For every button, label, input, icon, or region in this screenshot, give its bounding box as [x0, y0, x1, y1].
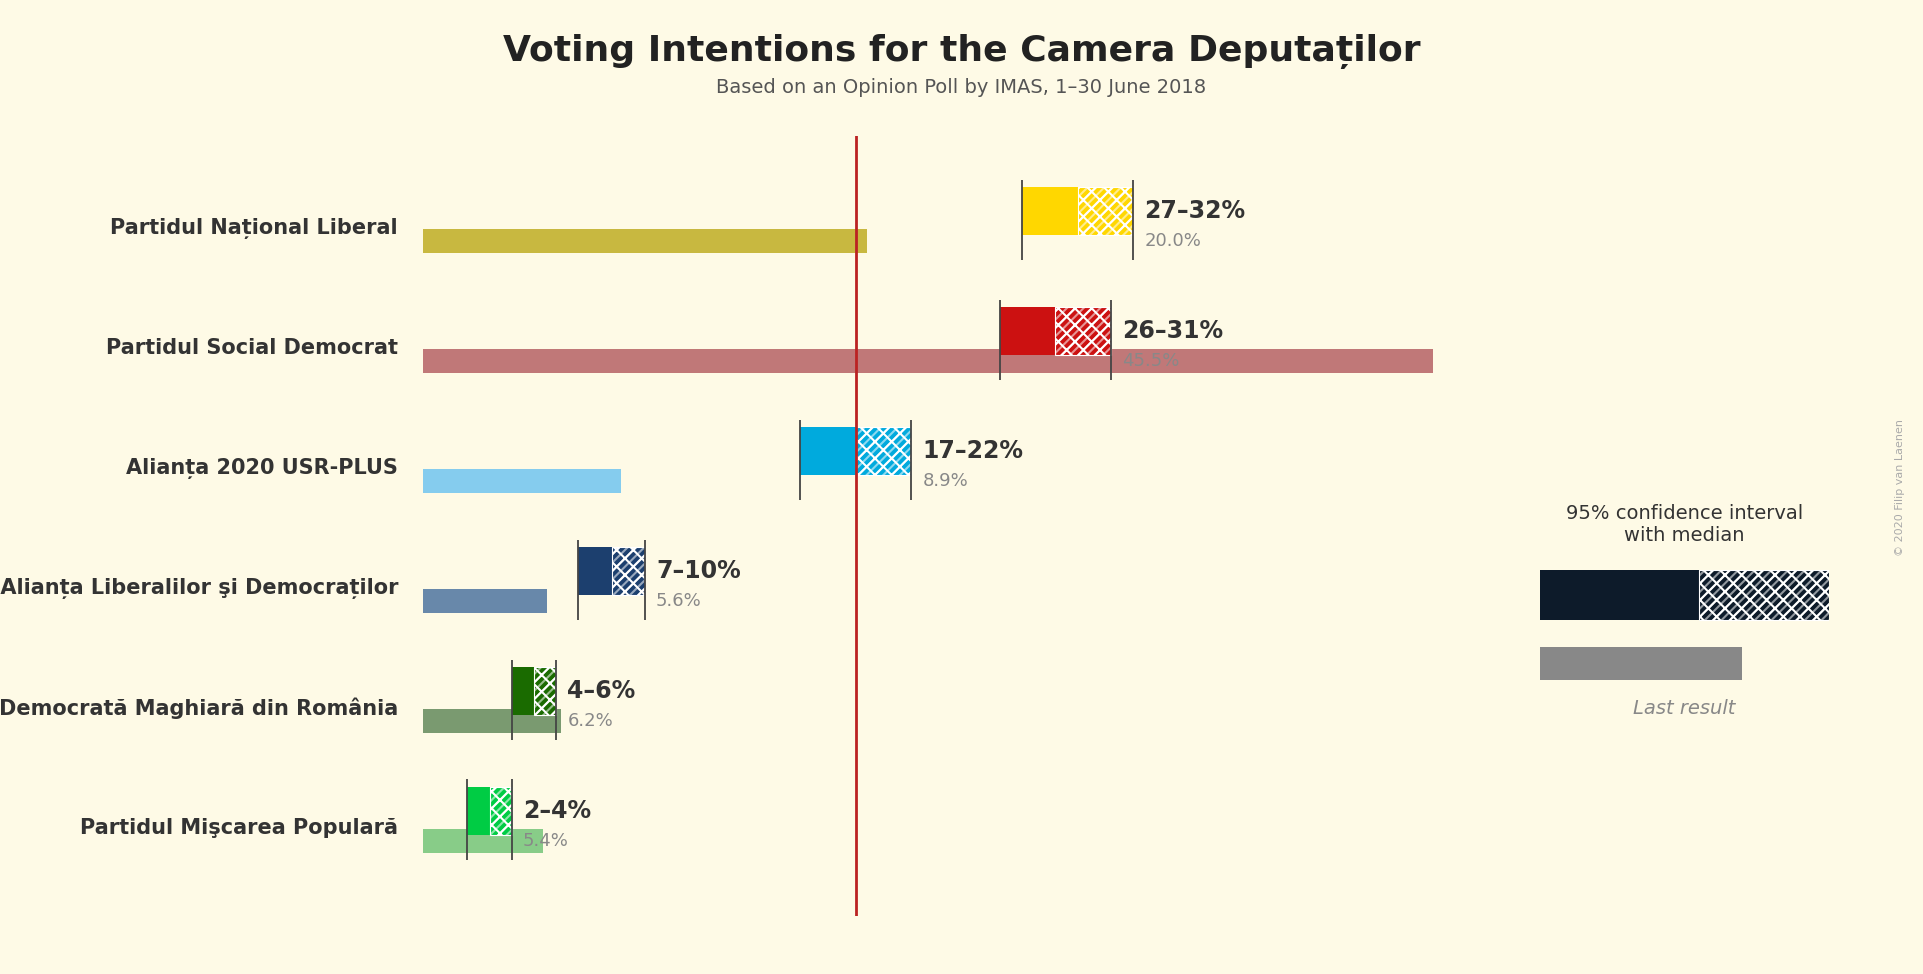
Text: Last result: Last result [1633, 699, 1736, 719]
Text: 26–31%: 26–31% [1121, 319, 1223, 343]
Bar [512, 667, 535, 715]
Bar [800, 427, 856, 475]
Bar [1023, 187, 1077, 236]
Text: 6.2%: 6.2% [567, 712, 613, 730]
Text: © 2020 Filip van Laenen: © 2020 Filip van Laenen [1894, 419, 1906, 555]
Text: 7–10%: 7–10% [656, 559, 740, 582]
Text: 45.5%: 45.5% [1121, 353, 1179, 370]
Bar [535, 667, 556, 715]
Text: 17–22%: 17–22% [923, 439, 1023, 463]
Text: 2–4%: 2–4% [523, 799, 590, 823]
Bar [423, 709, 562, 732]
Bar [1056, 307, 1111, 356]
Bar [423, 349, 1433, 373]
Bar [423, 229, 867, 253]
Bar [856, 427, 912, 475]
Text: Based on an Opinion Poll by IMAS, 1–30 June 2018: Based on an Opinion Poll by IMAS, 1–30 J… [717, 78, 1206, 97]
Bar [423, 469, 621, 493]
Text: 5.4%: 5.4% [523, 832, 569, 849]
Text: 20.0%: 20.0% [1144, 232, 1202, 250]
Bar [1000, 307, 1056, 356]
Text: 8.9%: 8.9% [923, 472, 967, 490]
Bar [490, 787, 512, 835]
Bar [612, 547, 644, 595]
Text: 5.6%: 5.6% [656, 592, 702, 610]
Bar [423, 829, 542, 852]
Bar [1056, 307, 1111, 356]
Bar [579, 547, 612, 595]
Bar [1540, 570, 1700, 620]
Text: Voting Intentions for the Camera Deputaților: Voting Intentions for the Camera Deputaț… [502, 34, 1421, 69]
Bar [423, 589, 548, 613]
Text: 95% confidence interval
with median: 95% confidence interval with median [1565, 505, 1804, 545]
Bar [1077, 187, 1133, 236]
Bar [1700, 570, 1829, 620]
Text: 27–32%: 27–32% [1144, 200, 1246, 223]
Bar [856, 427, 912, 475]
Bar [1700, 570, 1829, 620]
Bar [1077, 187, 1133, 236]
Bar [535, 667, 556, 715]
Bar [467, 787, 490, 835]
Bar [490, 787, 512, 835]
Bar [1540, 647, 1742, 680]
Text: 4–6%: 4–6% [567, 679, 635, 703]
Bar [612, 547, 644, 595]
